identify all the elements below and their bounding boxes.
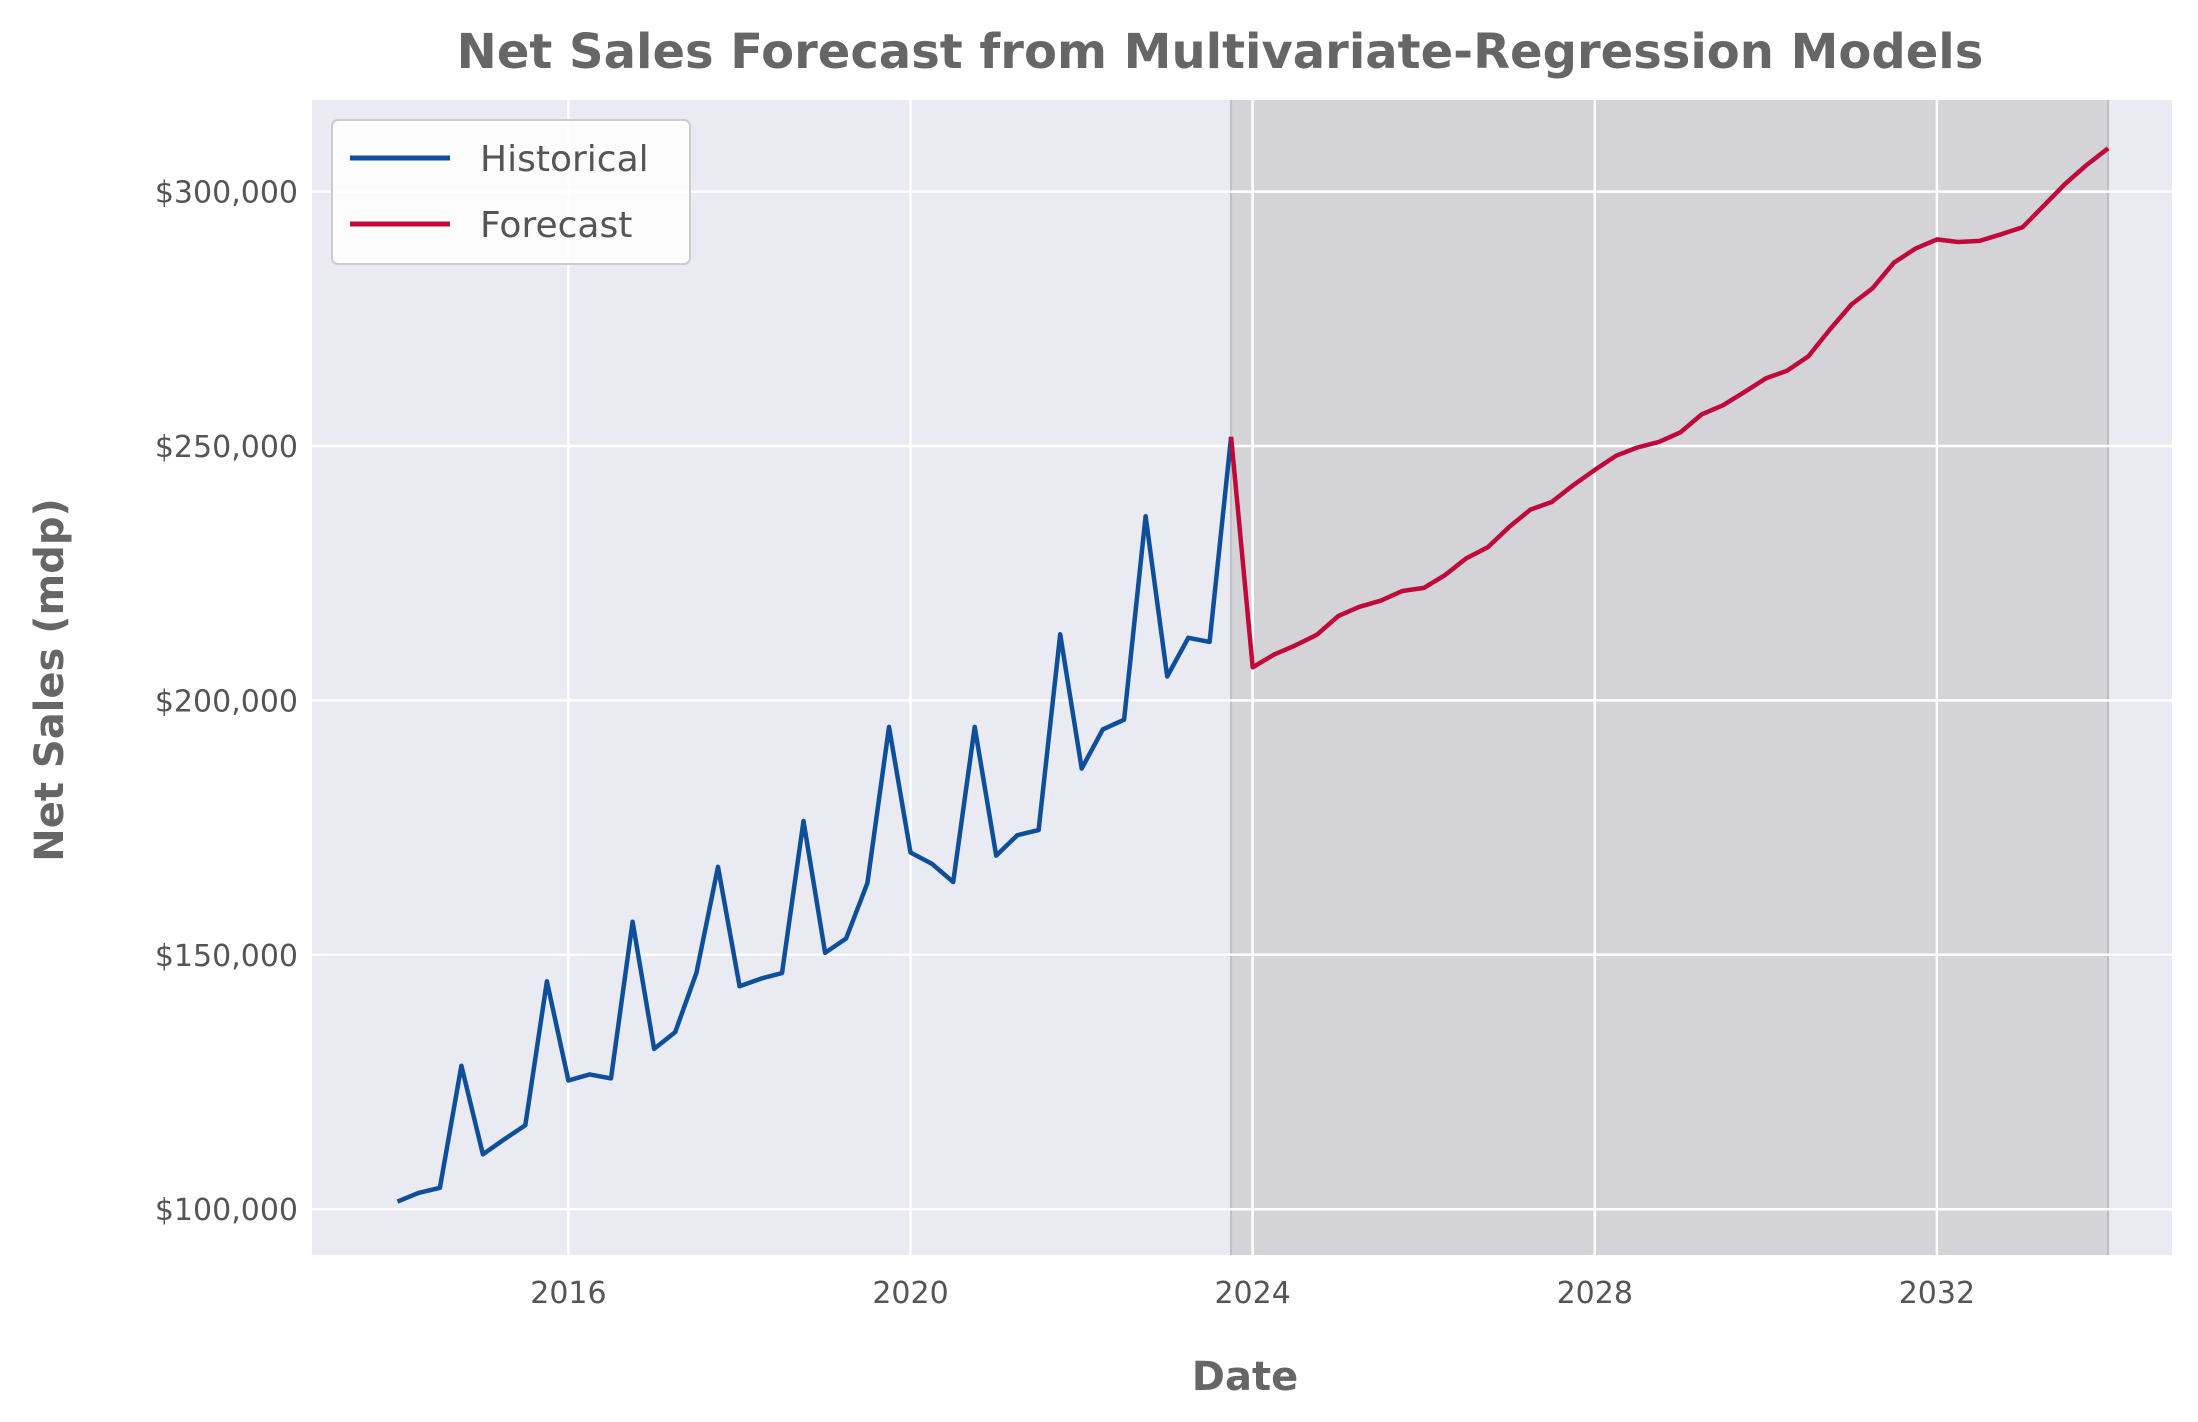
grid [312, 100, 2172, 1255]
y-tick-label: $250,000 [155, 430, 298, 465]
forecast-shade [1231, 100, 2109, 1255]
series-line-historical [396, 436, 1234, 1204]
legend-label-forecast: Forecast [480, 205, 632, 246]
x-tick-label: 2016 [530, 1276, 606, 1311]
y-tick-label: $100,000 [155, 1193, 298, 1228]
y-tick-label: $200,000 [155, 684, 298, 719]
legend: Historical Forecast [331, 119, 691, 265]
legend-label-historical: Historical [480, 139, 649, 180]
x-axis-label: Date [1192, 1354, 1298, 1400]
chart-title: Net Sales Forecast from Multivariate-Reg… [457, 24, 1984, 80]
y-tick-label: $300,000 [155, 176, 298, 211]
series-line-forecast [1228, 146, 2110, 670]
y-axis-label: Net Sales (mdp) [27, 498, 73, 862]
x-tick-label: 2032 [1899, 1276, 1975, 1311]
x-tick-labels: 2016 2020 2024 2028 2032 [530, 1276, 1975, 1311]
x-tick-label: 2024 [1214, 1276, 1290, 1311]
x-tick-label: 2028 [1557, 1276, 1633, 1311]
x-tick-label: 2020 [872, 1276, 948, 1311]
forecast-region [1230, 100, 2110, 1255]
y-tick-label: $150,000 [155, 939, 298, 974]
series-lines [396, 146, 2110, 1204]
y-tick-labels: $100,000 $150,000 $200,000 $250,000 $300,000 [155, 176, 298, 1229]
